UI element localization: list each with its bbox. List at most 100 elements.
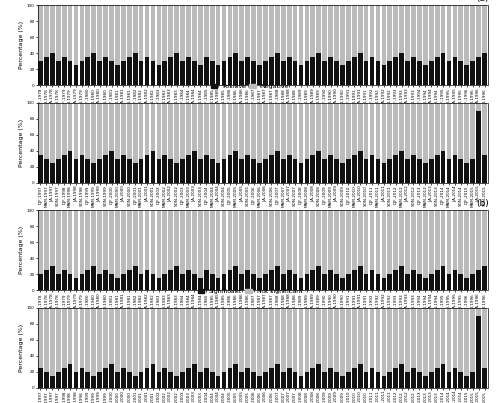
Bar	[92, 163, 96, 183]
Bar	[38, 368, 43, 388]
Bar	[287, 308, 292, 368]
Bar	[370, 57, 374, 85]
Bar	[328, 155, 333, 183]
Bar	[150, 151, 156, 183]
Bar	[400, 266, 404, 290]
Bar	[180, 308, 185, 372]
Bar	[322, 61, 327, 85]
Bar	[304, 5, 310, 61]
Bar	[139, 5, 143, 61]
Bar	[150, 103, 156, 151]
Bar	[464, 103, 469, 163]
Bar	[228, 270, 232, 290]
Bar	[446, 210, 452, 274]
Bar	[423, 65, 428, 85]
Bar	[50, 376, 54, 388]
Bar	[150, 210, 156, 274]
Bar	[429, 159, 434, 183]
Bar	[186, 57, 191, 85]
Bar	[435, 155, 440, 183]
Bar	[186, 210, 191, 270]
Bar	[417, 308, 422, 372]
Bar	[370, 308, 374, 368]
Bar	[210, 274, 214, 290]
Bar	[394, 5, 398, 57]
Bar	[38, 210, 43, 274]
Y-axis label: Percentage (%): Percentage (%)	[19, 226, 24, 274]
Bar	[382, 308, 386, 376]
Bar	[144, 270, 150, 290]
Bar	[228, 210, 232, 270]
Bar	[340, 376, 345, 388]
Bar	[80, 274, 84, 290]
Bar	[150, 364, 156, 388]
Bar	[269, 57, 274, 85]
Bar	[376, 103, 380, 159]
Bar	[198, 103, 202, 159]
Bar	[144, 5, 150, 57]
Bar	[269, 368, 274, 388]
Bar	[440, 5, 446, 53]
Bar	[382, 278, 386, 290]
Bar	[150, 308, 156, 364]
Bar	[435, 270, 440, 290]
Bar	[370, 368, 374, 388]
Bar	[109, 308, 114, 364]
Bar	[423, 5, 428, 65]
Bar	[482, 210, 487, 266]
Bar	[364, 274, 368, 290]
Bar	[292, 274, 298, 290]
Bar	[358, 364, 362, 388]
Bar	[352, 368, 356, 388]
Bar	[74, 372, 78, 388]
Bar	[340, 65, 345, 85]
Bar	[92, 308, 96, 376]
Bar	[304, 372, 310, 388]
Bar	[429, 210, 434, 274]
Bar	[240, 61, 244, 85]
Bar	[50, 266, 54, 290]
Bar	[252, 308, 256, 372]
Bar	[222, 372, 226, 388]
Bar	[358, 308, 362, 364]
Bar	[62, 155, 66, 183]
Bar	[216, 163, 220, 183]
Bar	[275, 5, 280, 53]
Bar	[86, 57, 90, 85]
Bar	[298, 163, 304, 183]
Bar	[168, 103, 173, 159]
Bar	[252, 210, 256, 274]
Bar	[292, 372, 298, 388]
Bar	[56, 274, 60, 290]
Bar	[168, 5, 173, 57]
Bar	[287, 5, 292, 57]
Bar	[68, 151, 72, 183]
Bar	[328, 210, 333, 270]
Bar	[364, 210, 368, 274]
Bar	[121, 274, 126, 290]
Bar	[210, 103, 214, 159]
Bar	[476, 270, 481, 290]
Bar	[139, 372, 143, 388]
Bar	[174, 53, 179, 85]
Bar	[50, 308, 54, 376]
Bar	[275, 266, 280, 290]
Bar	[435, 368, 440, 388]
Bar	[370, 103, 374, 155]
Bar	[352, 57, 356, 85]
Bar	[405, 159, 410, 183]
Bar	[192, 151, 197, 183]
Bar	[121, 61, 126, 85]
Bar	[452, 5, 458, 57]
Bar	[452, 57, 458, 85]
Bar	[470, 61, 475, 85]
Bar	[464, 210, 469, 278]
Bar	[74, 308, 78, 372]
Bar	[234, 364, 238, 388]
Bar	[228, 5, 232, 57]
Bar	[482, 5, 487, 53]
Bar	[440, 103, 446, 151]
Bar	[252, 61, 256, 85]
Bar	[435, 5, 440, 57]
Bar	[156, 5, 161, 65]
